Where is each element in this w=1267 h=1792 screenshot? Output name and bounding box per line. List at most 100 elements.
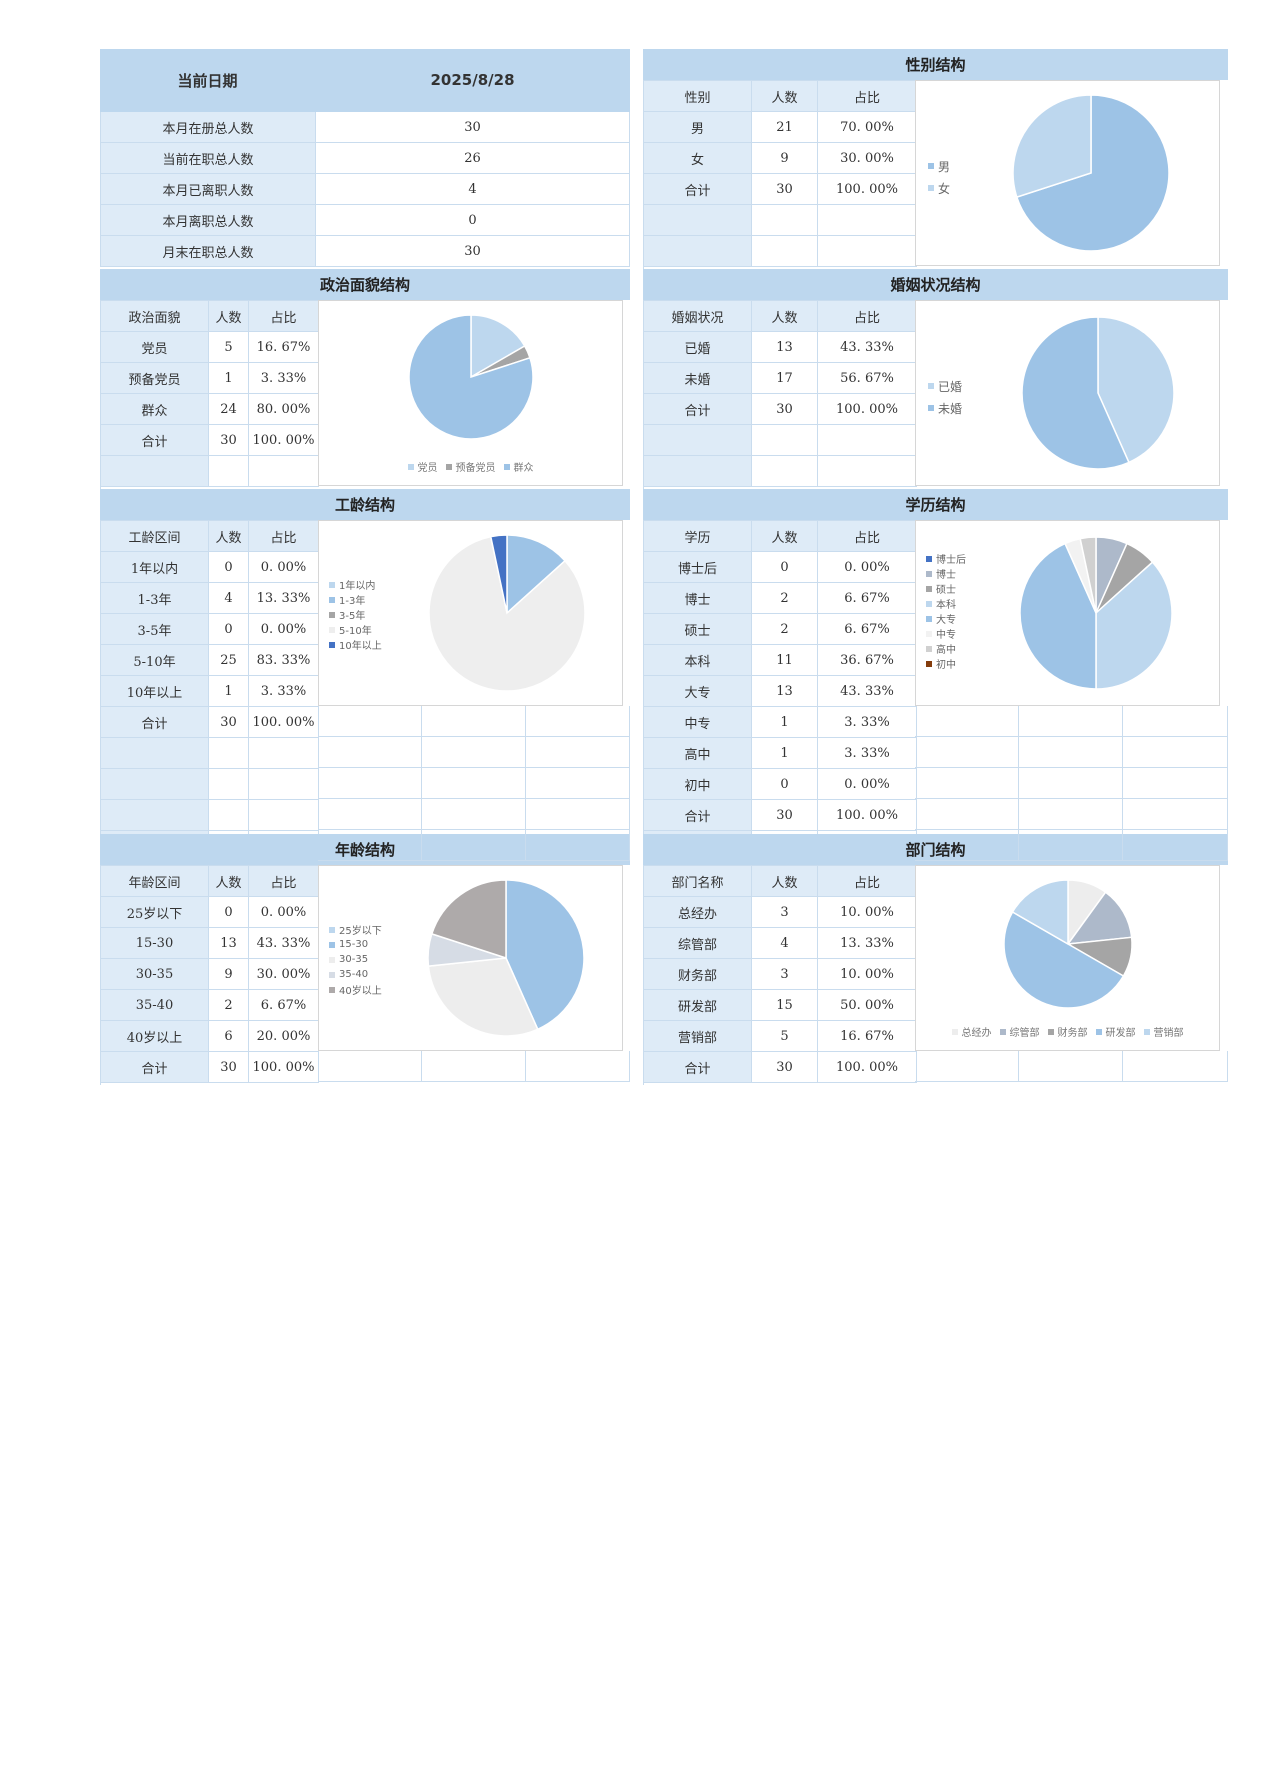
table-cell: 财务部 — [644, 959, 752, 990]
legend-swatch — [926, 585, 932, 592]
table-header-cell: 人数 — [752, 81, 818, 112]
table-cell: 4 — [209, 583, 249, 614]
empty-cell — [318, 737, 422, 768]
summary-label: 本月在册总人数 — [100, 112, 316, 143]
pie-slice-营销部 — [1011, 879, 1069, 946]
legend-swatch — [329, 941, 335, 948]
table-cell: 21 — [752, 112, 818, 143]
legend-label: 已婚 — [938, 379, 963, 394]
empty-cell — [1123, 768, 1228, 799]
table-cell: 56. 67% — [818, 363, 917, 394]
empty-cell — [101, 769, 209, 800]
legend-item: 女 — [928, 177, 950, 199]
empty-cell — [915, 799, 1019, 830]
table-cell: 合计 — [644, 174, 752, 205]
empty-cell — [818, 425, 917, 456]
legend-item: 3-5年 — [329, 607, 382, 622]
table-header-cell: 占比 — [818, 866, 917, 897]
empty-cell — [422, 737, 526, 768]
legend-label: 预备党员 — [455, 463, 496, 474]
table-cell: 总经办 — [644, 897, 752, 928]
empty-cell — [422, 706, 526, 737]
legend-item: 初中 — [926, 656, 966, 671]
table-cell: 3. 33% — [818, 707, 917, 738]
empty-cell — [249, 456, 319, 487]
legend-item: 综管部 — [999, 1024, 1040, 1039]
table-cell: 0. 00% — [249, 897, 319, 928]
empty-cell — [422, 1051, 526, 1082]
table-cell: 群众 — [101, 394, 209, 425]
legend-label: 综管部 — [1009, 1028, 1040, 1039]
empty-cell — [422, 768, 526, 799]
empty-cell — [752, 205, 818, 236]
age-pie-svg — [427, 879, 585, 1037]
empty-cell — [318, 1051, 422, 1082]
legend-label: 本科 — [936, 600, 956, 611]
legend-swatch — [329, 956, 335, 963]
table-cell: 0 — [752, 552, 818, 583]
empty-cell — [209, 800, 249, 831]
legend-swatch — [926, 600, 932, 607]
marital-legend: 已婚 未婚 — [928, 375, 962, 419]
pie-slice-未婚 — [1021, 316, 1130, 470]
table-cell: 43. 33% — [818, 676, 917, 707]
table-header-cell: 人数 — [752, 866, 818, 897]
table-cell: 0. 00% — [818, 769, 917, 800]
legend-item: 男 — [928, 155, 950, 177]
legend-item: 5-10年 — [329, 622, 382, 637]
legend-swatch — [926, 570, 932, 577]
empty-cell — [1019, 706, 1123, 737]
empty-cell — [915, 706, 1019, 737]
legend-label: 博士 — [936, 570, 956, 581]
table-cell: 10. 00% — [818, 959, 917, 990]
empty-cell — [422, 830, 526, 861]
table-cell: 2 — [209, 990, 249, 1021]
table-cell: 女 — [644, 143, 752, 174]
legend-swatch — [926, 555, 932, 562]
empty-cell — [318, 768, 422, 799]
education-title: 学历结构 — [643, 489, 1228, 520]
table-cell: 20. 00% — [249, 1021, 319, 1052]
tenure-legend: 1年以内 1-3年 3-5年 5-10年 10年以上 — [329, 577, 382, 652]
date-value: 2025/8/28 — [316, 49, 630, 112]
political-table: 政治面貌 人数 占比 党员 5 16. 67% 预备党员 1 3. 33% 群众 24 80. 00%… — [100, 300, 319, 490]
legend-label: 总经办 — [961, 1028, 992, 1039]
table-header-cell: 人数 — [209, 866, 249, 897]
education-chart: 博士后 博士 硕士 本科 大专 中专 高中 初中 — [915, 520, 1220, 706]
tenure-pie-svg — [428, 534, 586, 692]
tenure-table: 工龄区间 人数 占比 1年以内 0 0. 00% 1-3年 4 13. 33% 3-5年 0 0. 0… — [100, 520, 319, 865]
tenure-chart: 1年以内 1-3年 3-5年 5-10年 10年以上 — [318, 520, 623, 706]
legend-swatch — [926, 615, 932, 622]
legend-item: 35-40 — [329, 967, 382, 982]
table-cell: 40岁以上 — [101, 1021, 209, 1052]
marital-table: 婚姻状况 人数 占比 已婚 13 43. 33% 未婚 17 56. 67% 合计 30 100. 0… — [643, 300, 917, 490]
table-cell: 1 — [209, 363, 249, 394]
table-cell: 3 — [752, 959, 818, 990]
legend-swatch — [503, 463, 510, 470]
table-cell: 博士后 — [644, 552, 752, 583]
legend-label: 初中 — [936, 660, 956, 671]
empty-cell — [644, 205, 752, 236]
legend-label: 营销部 — [1153, 1028, 1184, 1039]
legend-item: 党员 — [407, 459, 438, 474]
political-chart: 党员 预备党员 群众 — [318, 300, 623, 486]
table-cell: 36. 67% — [818, 645, 917, 676]
gender-chart: 男女 — [915, 80, 1220, 266]
table-cell: 1 — [752, 707, 818, 738]
table-cell: 100. 00% — [818, 800, 917, 831]
department-legend: 总经办 综管部 财务部 研发部 营销部 — [916, 1024, 1219, 1039]
legend-label: 男 — [938, 159, 951, 174]
empty-cell — [752, 425, 818, 456]
empty-cell — [1019, 737, 1123, 768]
education-legend: 博士后 博士 硕士 本科 大专 中专 高中 初中 — [926, 551, 966, 671]
legend-item: 10年以上 — [329, 637, 382, 652]
political-legend: 党员 预备党员 群众 — [319, 459, 622, 474]
table-cell: 9 — [209, 959, 249, 990]
legend-label: 5-10年 — [339, 626, 372, 637]
pie-slice-高中 — [1079, 536, 1097, 614]
table-cell: 13. 33% — [818, 928, 917, 959]
legend-label: 15-30 — [339, 939, 369, 950]
legend-label: 30-35 — [339, 954, 369, 965]
table-cell: 25岁以下 — [101, 897, 209, 928]
table-header-cell: 工龄区间 — [101, 521, 209, 552]
